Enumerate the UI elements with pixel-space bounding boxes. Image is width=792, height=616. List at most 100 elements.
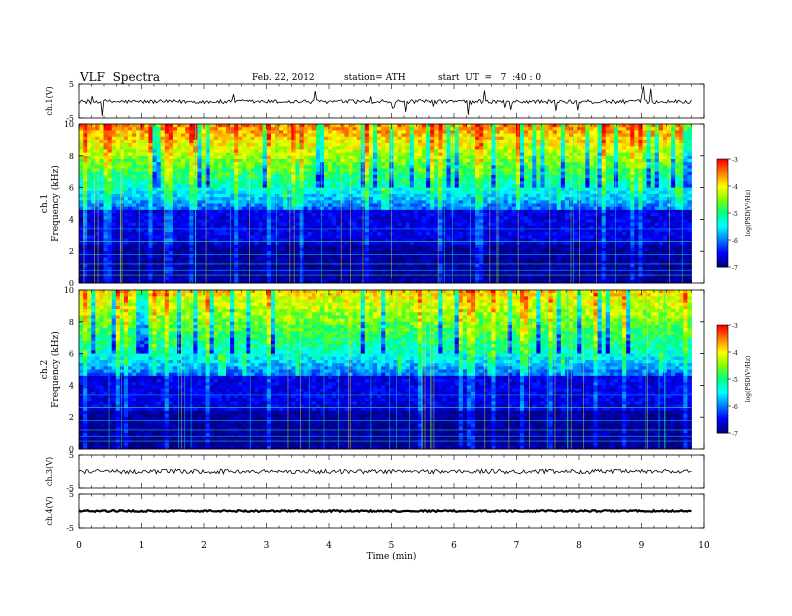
spectrogram-cell [393,146,397,150]
spectrogram-cell [422,159,426,163]
spectrogram-cell [316,213,320,217]
spectrogram-cell [169,216,173,220]
spectrogram-cell [565,162,569,166]
spectrogram-cell [328,140,332,144]
spectrogram-cell [259,156,263,160]
spectrogram-cell [622,213,626,217]
spectrogram-cell [300,197,304,201]
spectrogram-cell [357,207,361,211]
spectrogram-cell [634,184,638,188]
spectrogram-cell [638,159,642,163]
spectrogram-cell [585,143,589,147]
spectrogram-cell [181,204,185,208]
spectrogram-cell [275,191,279,195]
spectrogram-cell [532,188,536,192]
spectrogram-cell [255,165,259,169]
spectrogram-cell [455,169,459,173]
spectrogram-cell [598,175,602,179]
spectrogram-cell [594,197,598,201]
spectrogram-cell [369,188,373,192]
spectrogram-cell [496,197,500,201]
spectrogram-cell [267,169,271,173]
spectrogram-cell [312,153,316,157]
spectrogram-cell [357,213,361,217]
spectrogram-cell [536,169,540,173]
spectrogram-cell [549,204,553,208]
spectrogram-cell [234,159,238,163]
spectrogram-cell [140,188,144,192]
spectrogram-cell [124,219,128,223]
spectrogram-cell [540,124,544,128]
spectrogram-cell [255,181,259,185]
spectrogram-cell [520,213,524,217]
spectrogram-cell [398,181,402,185]
spectrogram-cell [279,184,283,188]
spectrogram-cell [455,188,459,192]
spectrogram-cell [291,137,295,141]
spectrogram-cell [214,146,218,150]
spectrogram-cell [418,149,422,153]
spectrogram-cell [202,137,206,141]
spectrogram-cell [255,159,259,163]
spectrogram-cell [565,149,569,153]
spectrogram-cell [316,184,320,188]
spectrogram-cell [479,127,483,131]
spectrogram-cell [116,153,120,157]
spectrogram-cell [124,184,128,188]
spectrogram-cell [385,178,389,182]
spectrogram-cell [647,175,651,179]
spectrogram-cell [610,210,614,214]
spectrogram-cell [185,219,189,223]
spectrogram-cell [687,165,691,169]
spectrogram-cell [181,172,185,176]
spectrogram-cell [202,140,206,144]
spectrogram-cell [622,191,626,195]
spectrogram-cell [95,156,99,160]
spectrogram-cell [606,194,610,198]
spectrogram-cell [332,134,336,138]
spectrogram-cell [553,172,557,176]
spectrogram-cell [438,165,442,169]
spectrogram-cell [655,162,659,166]
spectrogram-cell [671,134,675,138]
spectrogram-cell [496,213,500,217]
spectrogram-cell [471,223,475,227]
spectrogram-cell [87,159,91,163]
spectrogram-cell [622,188,626,192]
spectrogram-cell [144,134,148,138]
spectrogram-cell [573,210,577,214]
spectrogram-cell [647,200,651,204]
spectrogram-cell [283,178,287,182]
spectrogram-cell [320,197,324,201]
spectrogram-cell [308,178,312,182]
spectrogram-cell [532,149,536,153]
spectrogram-cell [185,153,189,157]
spectrogram-cell [426,143,430,147]
spectrogram-cell [177,153,181,157]
spectrogram-cell [373,165,377,169]
spectrogram-cell [610,178,614,182]
spectrogram-cell [479,137,483,141]
spectrogram-cell [520,178,524,182]
spectrogram-cell [181,124,185,128]
spectrogram-cell [295,149,299,153]
spectrogram-cell [430,191,434,195]
spectrogram-cell [218,219,222,223]
spectrogram-cell [398,197,402,201]
spectrogram-cell [116,143,120,147]
spectrogram-cell [504,194,508,198]
spectrogram-cell [79,207,83,211]
spectrogram-cell [598,169,602,173]
spectrogram-cell [189,127,193,131]
spectrogram-cell [144,127,148,131]
spectrogram-cell [365,146,369,150]
spectrogram-cell [638,127,642,131]
spectrogram-cell [140,143,144,147]
spectrogram-cell [87,169,91,173]
spectrogram-cell [540,207,544,211]
spectrogram-cell [618,162,622,166]
spectrogram-cell [91,153,95,157]
spectrogram-cell [557,127,561,131]
spectrogram-cell [353,162,357,166]
spectrogram-cell [295,127,299,131]
